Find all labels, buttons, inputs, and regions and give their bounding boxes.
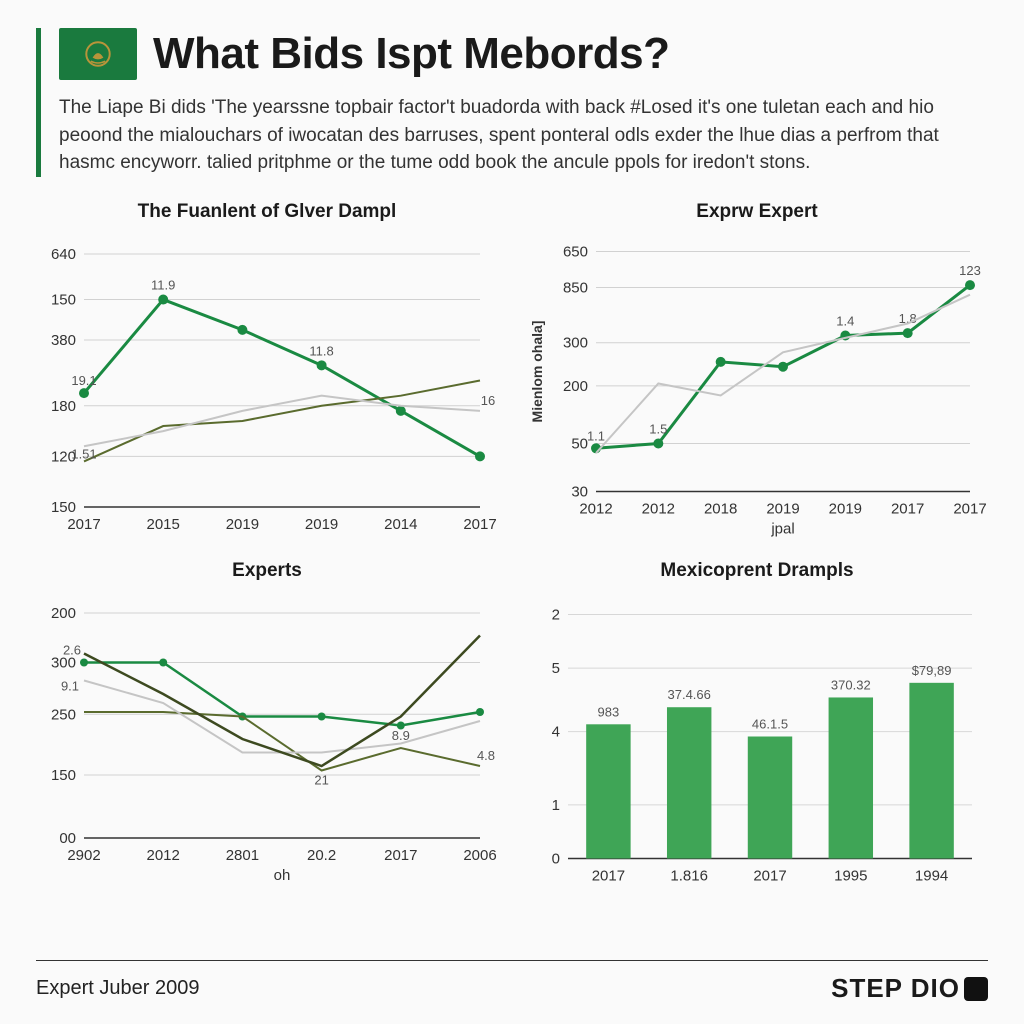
svg-text:200: 200 xyxy=(51,605,76,622)
svg-text:1.51: 1.51 xyxy=(71,446,96,461)
chart-1-svg: 6401503801801201502017201520192019201420… xyxy=(36,231,498,542)
chart-3-title: Experts xyxy=(36,560,498,582)
svg-text:2015: 2015 xyxy=(147,516,180,533)
svg-text:2902: 2902 xyxy=(67,847,100,864)
svg-text:150: 150 xyxy=(51,499,76,516)
chart-panel-1: The Fuanlent of Glver Dampl 640 150 380 180… xyxy=(36,201,498,542)
svg-text:2019: 2019 xyxy=(766,500,799,517)
svg-text:1995: 1995 xyxy=(834,867,867,884)
svg-text:1.5: 1.5 xyxy=(649,421,667,436)
svg-text:50: 50 xyxy=(571,435,588,452)
svg-text:2017: 2017 xyxy=(67,516,100,533)
page-title: What Bids Ispt Mebords? xyxy=(153,29,670,79)
svg-text:9.1: 9.1 xyxy=(61,678,79,693)
footer: Expert Juber 2009 STEP DIO xyxy=(36,960,988,1004)
svg-text:2012: 2012 xyxy=(642,500,675,517)
svg-text:2018: 2018 xyxy=(704,500,737,517)
svg-text:640: 640 xyxy=(51,246,76,263)
svg-text:5: 5 xyxy=(552,660,560,677)
svg-text:983: 983 xyxy=(598,704,620,719)
svg-text:2017: 2017 xyxy=(753,867,786,884)
svg-text:0: 0 xyxy=(552,850,560,867)
chart-4-svg: 2 5 4 1 0 983 2017 37.4.66 1.816 46.1.5 2017 370.32… xyxy=(526,590,988,891)
svg-text:2017: 2017 xyxy=(463,516,496,533)
svg-text:1.4: 1.4 xyxy=(836,313,854,328)
eagle-emblem-icon xyxy=(80,36,116,72)
svg-text:380: 380 xyxy=(51,332,76,349)
chart-4-title: Mexicoprent Drampls xyxy=(526,560,988,582)
svg-text:2006: 2006 xyxy=(463,847,496,864)
svg-text:4.8: 4.8 xyxy=(477,748,495,763)
title-row: What Bids Ispt Mebords? xyxy=(59,28,988,80)
svg-text:2012: 2012 xyxy=(147,847,180,864)
svg-text:2017: 2017 xyxy=(592,867,625,884)
chart-1-title: The Fuanlent of Glver Dampl xyxy=(36,201,498,223)
chart-panel-4: Mexicoprent Drampls 2 5 4 1 0 983 2017 37.4.66 1… xyxy=(526,560,988,891)
svg-text:2801: 2801 xyxy=(226,847,259,864)
flag-emblem xyxy=(59,28,137,80)
svg-text:2017: 2017 xyxy=(384,847,417,864)
svg-text:850: 850 xyxy=(563,279,588,296)
svg-text:11.8: 11.8 xyxy=(309,343,333,358)
svg-text:2: 2 xyxy=(552,606,560,623)
svg-text:250: 250 xyxy=(51,706,76,723)
svg-text:2014: 2014 xyxy=(384,516,417,533)
chart-3-svg: 2003002501500029022012280120.220172006oh… xyxy=(36,590,498,891)
svg-text:1.1: 1.1 xyxy=(587,428,605,443)
svg-text:2017: 2017 xyxy=(953,500,986,517)
svg-text:1: 1 xyxy=(552,796,560,813)
svg-text:oh: oh xyxy=(274,867,291,884)
svg-text:370.32: 370.32 xyxy=(831,677,871,692)
svg-text:1.816: 1.816 xyxy=(670,867,708,884)
svg-text:2.6: 2.6 xyxy=(63,642,81,657)
chart-panel-3: Experts 2003002501500029022012280120.220… xyxy=(36,560,498,891)
footer-logo: STEP DIO xyxy=(831,973,988,1004)
svg-text:00: 00 xyxy=(59,830,76,847)
svg-text:150: 150 xyxy=(51,767,76,784)
svg-text:123: 123 xyxy=(959,263,981,278)
logo-mark-icon xyxy=(964,977,988,1001)
svg-text:20.2: 20.2 xyxy=(307,847,336,864)
svg-text:jpal: jpal xyxy=(770,520,794,537)
chart-grid: The Fuanlent of Glver Dampl 640150380180… xyxy=(36,201,988,881)
svg-text:11.9: 11.9 xyxy=(151,277,175,292)
svg-text:37.4.66: 37.4.66 xyxy=(668,687,711,702)
svg-text:16: 16 xyxy=(481,393,495,408)
svg-text:1994: 1994 xyxy=(915,867,948,884)
footer-logo-text: STEP DIO xyxy=(831,973,960,1004)
svg-text:2019: 2019 xyxy=(305,516,338,533)
svg-text:4: 4 xyxy=(552,723,560,740)
svg-text:2019: 2019 xyxy=(226,516,259,533)
page-subtitle: The Liape Bi dids 'The yearssne topbair … xyxy=(59,94,988,177)
svg-text:200: 200 xyxy=(563,378,588,395)
svg-text:21: 21 xyxy=(314,772,328,787)
svg-text:650: 650 xyxy=(563,243,588,260)
chart-panel-2: Exprw Expert 650850300200503020122012201… xyxy=(526,201,988,542)
svg-text:2012: 2012 xyxy=(579,500,612,517)
svg-text:300: 300 xyxy=(563,334,588,351)
svg-text:46.1.5: 46.1.5 xyxy=(752,716,788,731)
footer-source: Expert Juber 2009 xyxy=(36,977,199,1000)
svg-text:2017: 2017 xyxy=(891,500,924,517)
svg-text:2019: 2019 xyxy=(829,500,862,517)
chart-2-svg: 6508503002005030201220122018201920192017… xyxy=(526,231,988,542)
svg-text:19.1: 19.1 xyxy=(71,373,96,388)
svg-text:30: 30 xyxy=(571,483,588,500)
chart-2-title: Exprw Expert xyxy=(526,201,988,223)
svg-text:180: 180 xyxy=(51,397,76,414)
svg-text:Mienlom ohala]: Mienlom ohala] xyxy=(529,320,545,422)
svg-text:150: 150 xyxy=(51,291,76,308)
svg-text:$79,89: $79,89 xyxy=(912,662,952,677)
header-block: What Bids Ispt Mebords? The Liape Bi did… xyxy=(36,28,988,177)
